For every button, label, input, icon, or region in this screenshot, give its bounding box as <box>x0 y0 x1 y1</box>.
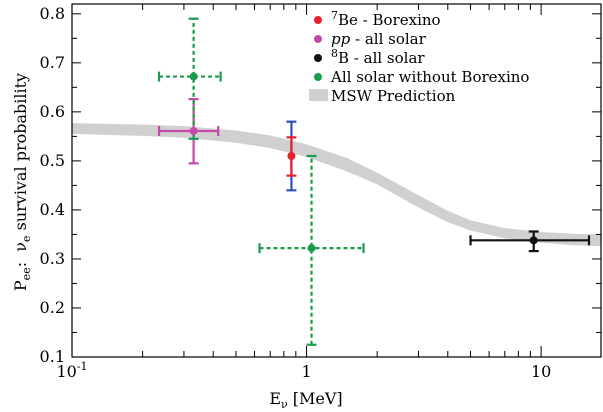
legend-label-3: All solar without Borexino <box>330 68 529 86</box>
msw-band-layer <box>72 123 601 247</box>
marker-layer <box>189 72 538 253</box>
legend-marker-0 <box>314 16 322 24</box>
legend-label-2: 8B - all solar <box>331 47 425 67</box>
legend-band-swatch <box>309 89 328 101</box>
y-tick-label-2: 0.3 <box>40 249 65 268</box>
legend-marker-2 <box>314 54 322 62</box>
x-tick-label-0: 10-1 <box>56 360 87 381</box>
y-tick-label-1: 0.2 <box>40 298 65 317</box>
legend-marker-1 <box>314 35 322 43</box>
series-0-point-0-marker <box>287 151 296 160</box>
x-tick-label-1: 1 <box>301 362 311 381</box>
series-1-point-0-marker <box>189 126 198 135</box>
y-tick-label-4: 0.5 <box>40 151 65 170</box>
legend-label-1: pp - all solar <box>331 30 427 48</box>
y-tick-label-0: 0.1 <box>40 347 65 366</box>
x-tick-label-2: 10 <box>531 362 551 381</box>
y-tick-label-7: 0.8 <box>40 4 65 23</box>
y-tick-label-5: 0.6 <box>40 102 65 121</box>
legend-label-band: MSW Prediction <box>331 87 456 105</box>
legend-marker-3 <box>314 73 322 81</box>
series-3-point-0-marker <box>189 72 198 81</box>
y-axis-title: Pee: νe survival probability <box>11 73 33 291</box>
y-tick-label-6: 0.7 <box>40 53 65 72</box>
tick-layer: 0.1 0.2 0.3 0.4 0.5 0.6 0.7 0.8 10-1 1 10 <box>40 4 601 381</box>
legend-label-0: 7Be - Borexino <box>331 9 441 29</box>
y-tick-label-3: 0.4 <box>40 200 65 219</box>
plot-frame <box>71 3 602 358</box>
series-2-point-0-marker <box>529 236 538 245</box>
series-3-point-1-marker <box>307 244 316 253</box>
msw-prediction-band <box>72 123 601 247</box>
x-axis-title: Eν [MeV] <box>269 389 342 411</box>
